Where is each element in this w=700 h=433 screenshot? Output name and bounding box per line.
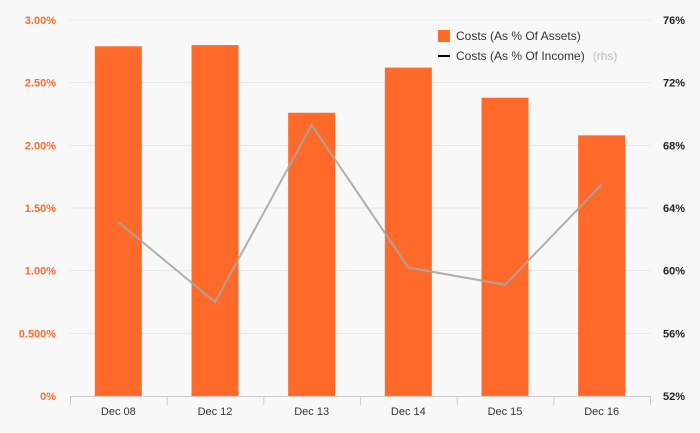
x-tick-label: Dec 15 bbox=[488, 406, 523, 418]
right-tick-label: 56% bbox=[663, 328, 685, 340]
bar bbox=[384, 67, 432, 397]
legend-line-entry: Costs (As % Of Income) (rhs) bbox=[456, 47, 617, 64]
left-tick-label: 1.00% bbox=[25, 266, 56, 278]
series-line bbox=[117, 123, 603, 304]
left-tick-label: 2.50% bbox=[25, 78, 56, 90]
legend: Costs (As % Of Assets) Costs (As % Of In… bbox=[438, 29, 617, 64]
right-tick-label: 64% bbox=[663, 203, 685, 215]
x-axis-ticks: Dec 08 Dec 12 Dec 13 Dec 14 Dec 15 Dec 16 bbox=[101, 406, 619, 418]
bar bbox=[288, 112, 336, 396]
bar-series bbox=[94, 45, 626, 397]
legend-bar-label: Costs (As % Of Assets) bbox=[456, 29, 581, 43]
x-tick-label: Dec 16 bbox=[584, 406, 619, 418]
left-tick-label: 2.00% bbox=[25, 140, 56, 152]
bar bbox=[481, 97, 529, 396]
left-tick-label: 0% bbox=[40, 391, 56, 403]
bar bbox=[191, 45, 239, 397]
bar bbox=[94, 46, 142, 396]
x-tick-label: Dec 14 bbox=[391, 406, 426, 418]
x-axis bbox=[70, 396, 651, 405]
line-series bbox=[117, 123, 603, 304]
legend-line-label: Costs (As % Of Income) bbox=[456, 49, 585, 63]
legend-bar-swatch bbox=[438, 30, 450, 42]
x-tick-label: Dec 12 bbox=[198, 406, 233, 418]
right-tick-label: 72% bbox=[663, 78, 685, 90]
right-tick-label: 52% bbox=[663, 391, 685, 403]
left-tick-label: 3.00% bbox=[25, 15, 56, 27]
left-tick-label: 1.50% bbox=[25, 203, 56, 215]
right-axis-ticks: 52% 56% 60% 64% 68% 72% 76% bbox=[663, 15, 685, 403]
right-tick-label: 76% bbox=[663, 15, 685, 27]
x-tick-label: Dec 08 bbox=[101, 406, 136, 418]
gridlines bbox=[70, 19, 650, 334]
legend-line-suffix: (rhs) bbox=[593, 49, 618, 63]
right-tick-label: 60% bbox=[663, 266, 685, 278]
x-tick-label: Dec 13 bbox=[294, 406, 329, 418]
right-tick-label: 68% bbox=[663, 140, 685, 152]
bar bbox=[578, 135, 626, 396]
left-tick-label: 0.500% bbox=[19, 328, 57, 340]
left-axis-ticks: 0% 0.500% 1.00% 1.50% 2.00% 2.50% 3.00% bbox=[19, 15, 57, 403]
